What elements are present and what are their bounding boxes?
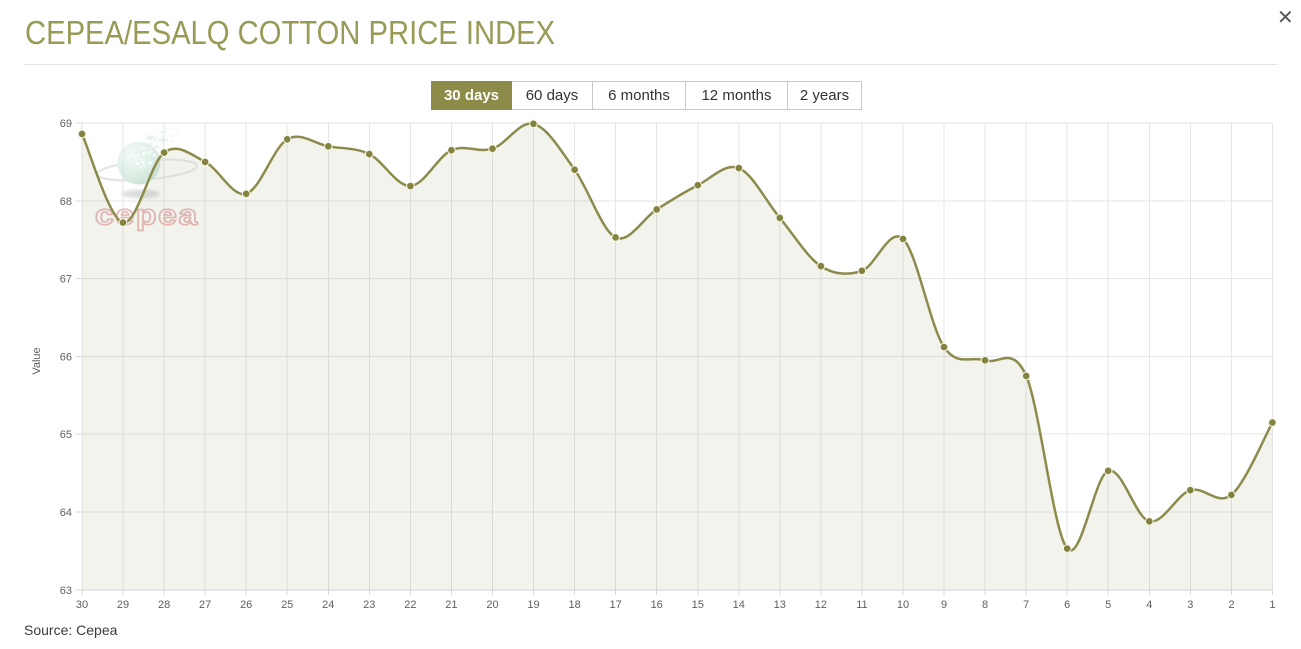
svg-text:16: 16 xyxy=(651,599,663,611)
svg-text:20: 20 xyxy=(486,599,498,611)
svg-text:28: 28 xyxy=(158,599,170,611)
svg-text:65: 65 xyxy=(60,429,72,441)
svg-text:1: 1 xyxy=(1269,599,1275,611)
svg-text:cepea: cepea xyxy=(95,200,199,232)
svg-text:2: 2 xyxy=(1228,599,1234,611)
svg-text:19: 19 xyxy=(527,599,539,611)
svg-text:Value: Value xyxy=(31,347,43,374)
svg-text:30: 30 xyxy=(76,599,88,611)
svg-text:27: 27 xyxy=(199,599,211,611)
svg-text:4: 4 xyxy=(1146,599,1152,611)
svg-text:64: 64 xyxy=(60,507,72,519)
svg-text:7: 7 xyxy=(1023,599,1029,611)
svg-text:3: 3 xyxy=(1187,599,1193,611)
svg-text:24: 24 xyxy=(322,599,334,611)
svg-text:63: 63 xyxy=(60,585,72,597)
svg-text:21: 21 xyxy=(445,599,457,611)
svg-text:13: 13 xyxy=(774,599,786,611)
svg-text:12: 12 xyxy=(815,599,827,611)
svg-text:5: 5 xyxy=(1105,599,1111,611)
svg-text:66: 66 xyxy=(60,351,72,363)
svg-text:25: 25 xyxy=(281,599,293,611)
svg-text:68: 68 xyxy=(60,196,72,208)
svg-text:67: 67 xyxy=(60,274,72,286)
svg-text:29: 29 xyxy=(117,599,129,611)
svg-text:17: 17 xyxy=(609,599,621,611)
svg-text:10: 10 xyxy=(897,599,909,611)
svg-text:14: 14 xyxy=(733,599,745,611)
svg-text:9: 9 xyxy=(941,599,947,611)
svg-text:8: 8 xyxy=(982,599,988,611)
svg-text:23: 23 xyxy=(363,599,375,611)
svg-text:6: 6 xyxy=(1064,599,1070,611)
svg-text:22: 22 xyxy=(404,599,416,611)
svg-text:11: 11 xyxy=(856,599,867,611)
svg-text:26: 26 xyxy=(240,599,252,611)
svg-text:18: 18 xyxy=(568,599,580,611)
svg-text:69: 69 xyxy=(60,118,72,130)
svg-text:15: 15 xyxy=(692,599,704,611)
